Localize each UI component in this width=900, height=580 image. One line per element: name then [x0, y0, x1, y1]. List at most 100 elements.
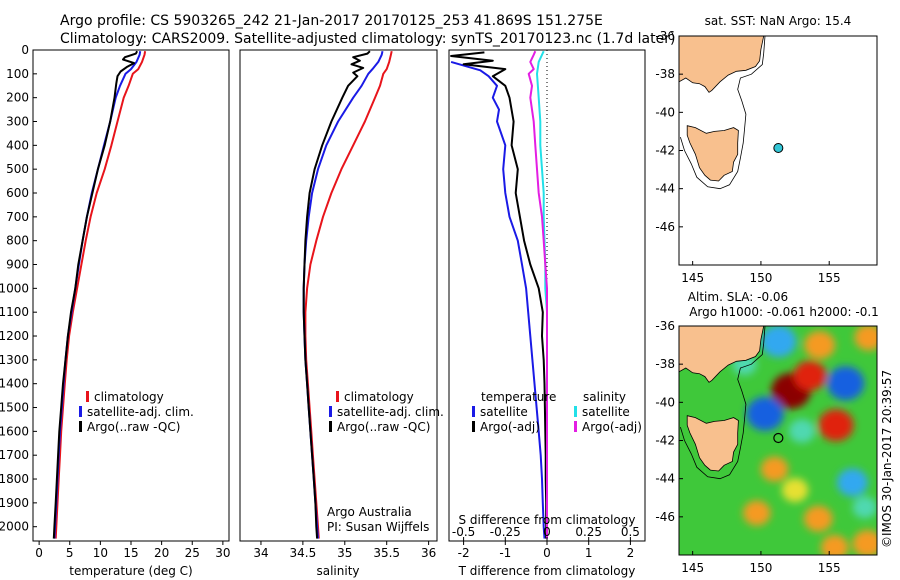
credit-label: ©IMOS 30-Jan-2017 20:39:57	[880, 370, 894, 548]
temperature-series-1	[53, 51, 142, 539]
sst-map-panel: sat. SST: NaN Argo: 15.4 145 150 155 -36 -3…	[655, 14, 878, 285]
m2-lat-label-2: -40	[655, 395, 675, 409]
difference-series-1	[450, 51, 548, 539]
m2-mainland	[679, 326, 765, 383]
temperature-xtick-label-1: 5	[66, 546, 74, 560]
depth-tick-label-18: 1800	[0, 472, 29, 486]
temperature-difference-xtick-label-3: 1	[585, 546, 593, 560]
m2-shelf-contour	[680, 326, 766, 480]
depth-tick-label-20: 2000	[0, 520, 29, 534]
m1-lat-label-2: -40	[655, 105, 675, 119]
sla-anomaly-blob-2	[818, 409, 854, 442]
m1-tasmania	[686, 125, 739, 182]
sst-float-marker	[773, 143, 784, 154]
sla-anomaly-blob-9	[852, 530, 877, 555]
m1-lat-label-4: -44	[655, 182, 675, 196]
salinity-xtick-label-4: 36	[421, 546, 436, 560]
salinity-axes-frame	[239, 49, 438, 542]
salinity-legend-swatch-climatology	[336, 391, 339, 402]
m2-lat-label-4: -44	[655, 472, 675, 486]
salinity-legend: climatology satellite-adj. clim. Argo(..…	[329, 390, 444, 434]
temperature-xtick-label-6: 30	[215, 546, 230, 560]
depth-tick-label-4: 400	[6, 138, 29, 152]
m2-lat-label-0: -36	[655, 319, 675, 333]
argo-australia-note: Argo Australia	[327, 505, 412, 519]
sla-anomaly-blob-3	[804, 331, 836, 360]
m1-lon-label-2: 155	[818, 271, 841, 285]
temperature-difference-xlabel: T difference from climatology	[458, 564, 636, 578]
legend-climatology: climatology	[94, 390, 164, 404]
legend-swatch-t-argo	[472, 421, 475, 432]
m1-lat-label-0: -36	[655, 29, 675, 43]
sst-map-title: sat. SST: NaN Argo: 15.4	[705, 14, 852, 28]
difference-legend: temperature salinity satellite Argo(-adj…	[472, 390, 642, 434]
sla-anomaly-blob-4	[761, 326, 797, 358]
temperature-series-0	[54, 51, 147, 539]
m1-lon-label-1: 150	[749, 271, 772, 285]
salinity-xlabel: salinity	[316, 564, 359, 578]
m2-lat-label-1: -38	[655, 357, 675, 371]
salinity-panel: 34 34.5 35 35.5 36 salinity climatology sate…	[239, 49, 444, 578]
salinity-xtick-label-3: 35.5	[373, 546, 400, 560]
sla-map-subtitle: Argo h1000: -0.061 h2000: -0.1	[689, 305, 879, 319]
salinity-difference-xtick-label-1: -0.25	[490, 525, 521, 539]
temperature-difference-xtick-label-1: -1	[499, 546, 511, 560]
salinity-legend-swatch-argo	[329, 421, 332, 432]
temperature-legend: climatology satellite-adj. clim. Argo(..…	[79, 390, 194, 434]
salinity-legend-swatch-satellite	[329, 406, 332, 417]
legend-t-satellite: satellite	[480, 405, 528, 419]
salinity-difference-xlabel: S difference from climatology	[459, 513, 636, 527]
depth-tick-label-10: 1000	[0, 281, 29, 295]
header-title: Argo profile: CS 5903265_242 21-Jan-2017…	[60, 13, 603, 29]
salinity-difference-xtick-label-4: 0.5	[621, 525, 640, 539]
depth-tick-label-6: 600	[6, 186, 29, 200]
legend-t-argo: Argo(-adj)	[480, 420, 540, 434]
sla-anomaly-blob-5	[826, 366, 865, 401]
temperature-xtick-label-4: 20	[154, 546, 169, 560]
legend-swatch-s-satellite	[574, 406, 577, 417]
m2-lon-label-0: 145	[681, 561, 704, 575]
salinity-series-0	[304, 50, 393, 539]
sla-anomaly-blob-7	[788, 418, 816, 443]
sla-anomaly-blob-17	[852, 496, 877, 519]
salinity-legend-satellite: satellite-adj. clim.	[337, 405, 444, 419]
sla-anomaly-blob-15	[854, 326, 877, 351]
difference-series-3	[527, 50, 548, 539]
temperature-axes-frame	[32, 49, 230, 542]
temperature-xtick-label-2: 10	[93, 546, 108, 560]
difference-panel: -2 -1 0 1 2 -0.5 -0.25 0 0.25 0.5 S difference f…	[448, 49, 646, 578]
temperature-difference-xtick-label-0: -2	[458, 546, 470, 560]
m1-lat-label-3: -42	[655, 144, 675, 158]
m2-lon-label-1: 150	[749, 561, 772, 575]
legend-swatch-argo	[79, 421, 82, 432]
legend-swatch-satellite	[79, 406, 82, 417]
depth-tick-label-9: 900	[6, 258, 29, 272]
legend-s-argo: Argo(-adj)	[582, 420, 642, 434]
legend-temperature-header: temperature	[481, 390, 556, 404]
depth-tick-label-19: 1900	[0, 496, 29, 510]
legend-s-satellite: satellite	[582, 405, 630, 419]
depth-tick-label-8: 800	[6, 234, 29, 248]
sla-anomaly-blob-6	[746, 396, 784, 431]
salinity-xtick-label-2: 35	[337, 546, 352, 560]
pi-note: PI: Susan Wijffels	[327, 520, 429, 534]
depth-tick-label-11: 1100	[0, 305, 29, 319]
m1-mainland	[679, 36, 765, 93]
salinity-legend-argo: Argo(..raw -QC)	[337, 420, 430, 434]
salinity-legend-climatology: climatology	[344, 390, 414, 404]
salinity-series-2	[302, 50, 371, 539]
depth-tick-label-17: 1700	[0, 448, 29, 462]
temperature-xtick-label-5: 25	[185, 546, 200, 560]
sla-anomaly-blob-14	[820, 534, 849, 555]
depth-tick-label-7: 700	[6, 210, 29, 224]
m2-lat-label-5: -46	[655, 510, 675, 524]
legend-salinity-header: salinity	[583, 390, 626, 404]
sla-anomaly-blob-13	[743, 500, 771, 526]
temperature-xtick-label-3: 15	[123, 546, 138, 560]
depth-tick-label-13: 1300	[0, 353, 29, 367]
m1-shelf-contour	[680, 36, 766, 190]
temperature-difference-xtick-label-4: 2	[627, 546, 635, 560]
depth-tick-label-14: 1400	[0, 377, 29, 391]
salinity-xtick-label-0: 34	[253, 546, 268, 560]
m1-lon-label-0: 145	[681, 271, 704, 285]
